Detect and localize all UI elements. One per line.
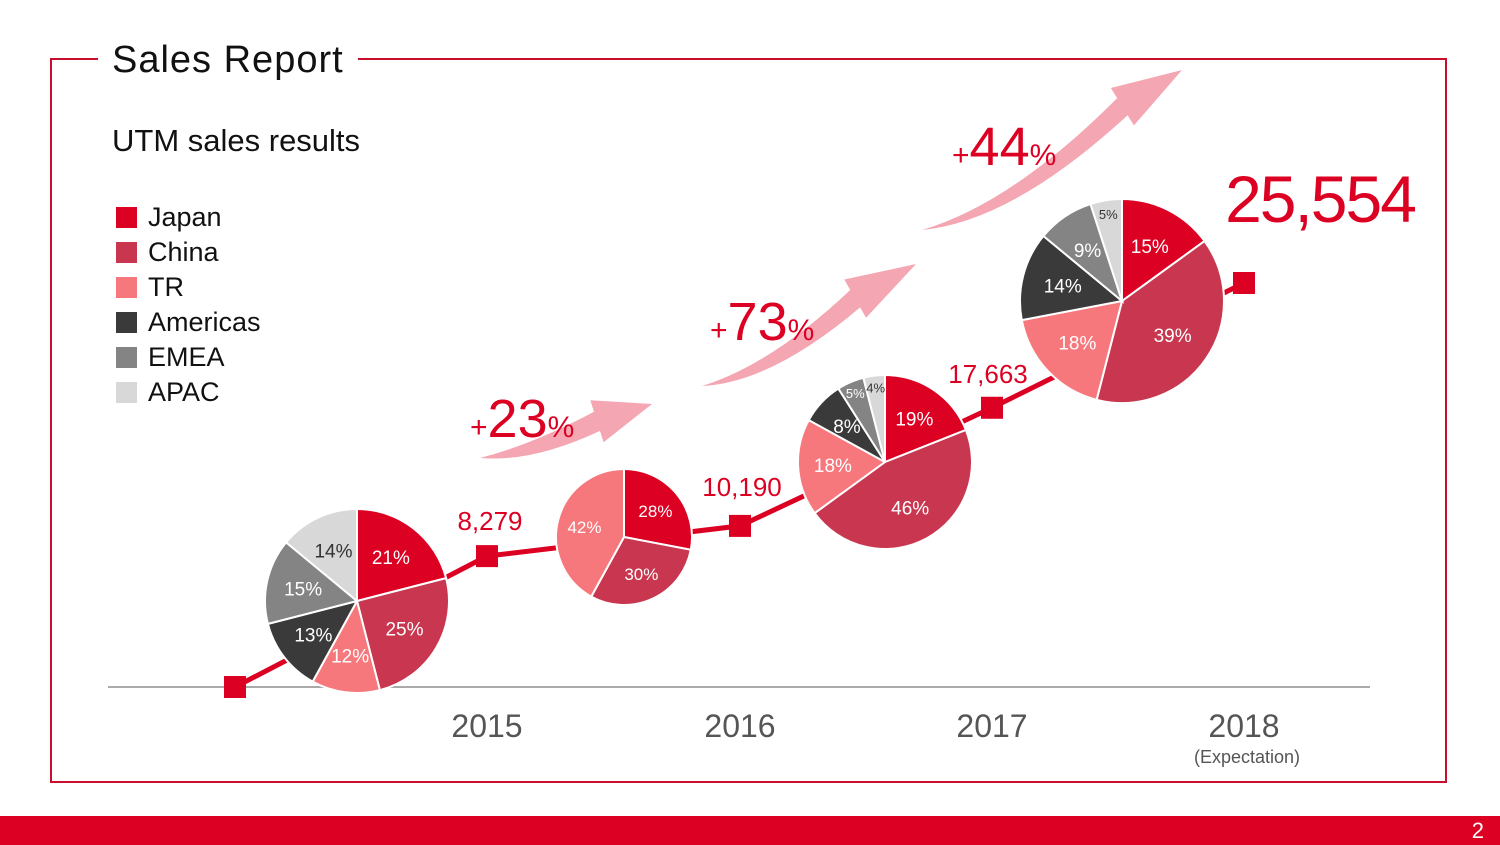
growth-label-3: +44% bbox=[952, 117, 1056, 177]
pie-1-slice-emea bbox=[264, 540, 360, 626]
pie-4-label-americas: 14% bbox=[1044, 276, 1082, 297]
x-tick-2016: 2016 bbox=[704, 708, 775, 744]
pie-1-label-tr: 12% bbox=[331, 646, 369, 667]
pie-4-slice-tr bbox=[1020, 299, 1124, 402]
pie-3-label-emea: 5% bbox=[846, 386, 865, 401]
growth-label-1: +23% bbox=[470, 389, 574, 449]
pie-2-slice-japan bbox=[623, 467, 693, 551]
x-tick-2017: 2017 bbox=[956, 708, 1027, 744]
pie-1-label-americas: 13% bbox=[294, 625, 332, 646]
growth-label-2: +73% bbox=[710, 292, 814, 352]
data-marker-start bbox=[224, 676, 246, 698]
legend-swatch-americas bbox=[116, 312, 137, 333]
pie-3-label-china: 46% bbox=[891, 498, 929, 519]
pie-1-slice-apac bbox=[284, 507, 358, 604]
pie-4-label-china: 39% bbox=[1154, 326, 1192, 347]
pie-3-label-japan: 19% bbox=[895, 409, 933, 430]
pie-4-label-japan: 15% bbox=[1131, 237, 1169, 258]
pie-3-slice-apac bbox=[862, 373, 886, 463]
pie-4-slice-japan bbox=[1121, 197, 1206, 303]
pie-2-label-tr: 42% bbox=[567, 518, 601, 537]
growth-arrow-2 bbox=[702, 264, 916, 386]
legend-label-americas: Americas bbox=[148, 307, 261, 337]
legend-item-japan: Japan bbox=[116, 200, 261, 235]
chart-title: UTM sales results bbox=[112, 123, 361, 158]
legend-item-apac: APAC bbox=[116, 375, 261, 410]
data-marker-2017 bbox=[981, 396, 1003, 419]
legend-swatch-china bbox=[116, 242, 137, 263]
legend-swatch-japan bbox=[116, 207, 137, 228]
pie-2-label-china: 30% bbox=[624, 565, 658, 584]
pie-2-slice-china bbox=[589, 535, 692, 606]
pie-3-label-apac: 4% bbox=[866, 380, 885, 395]
pie-4-slice-americas bbox=[1019, 234, 1125, 322]
data-marker-2016 bbox=[729, 514, 751, 537]
legend: Japan China TR Americas EMEA APAC bbox=[116, 200, 261, 410]
pie-3-slice-japan bbox=[884, 373, 968, 464]
pie-1-slice-china bbox=[355, 576, 450, 692]
page-number: 2 bbox=[1471, 818, 1484, 843]
pie-4-label-tr: 18% bbox=[1058, 334, 1096, 355]
growth-arrow-1 bbox=[480, 400, 652, 459]
value-label-2018: 25,554 bbox=[1225, 162, 1415, 236]
pie-1-label-japan: 21% bbox=[372, 548, 410, 569]
pie-1-label-china: 25% bbox=[385, 620, 423, 641]
footer-bar: 2 bbox=[0, 816, 1500, 845]
pie-3-slice-china bbox=[813, 428, 973, 550]
pie-4-label-emea: 9% bbox=[1074, 241, 1102, 262]
page-title: Sales Report bbox=[98, 38, 358, 82]
legend-swatch-tr bbox=[116, 277, 137, 298]
pie-4-slice-apac bbox=[1089, 197, 1123, 302]
growth-arrow-3 bbox=[922, 70, 1182, 230]
legend-label-china: China bbox=[148, 237, 219, 267]
pie-3-slice-tr bbox=[797, 418, 887, 515]
legend-item-americas: Americas bbox=[116, 305, 261, 340]
x-tick-2018: 2018 bbox=[1208, 708, 1279, 744]
legend-label-japan: Japan bbox=[148, 202, 222, 232]
pie-4-slice-china bbox=[1095, 239, 1225, 404]
pie-3-label-tr: 18% bbox=[814, 456, 852, 477]
pie-1-slice-japan bbox=[356, 507, 448, 603]
pie-2-label-japan: 28% bbox=[638, 502, 672, 521]
pie-2-slice-tr bbox=[555, 467, 625, 598]
legend-item-china: China bbox=[116, 235, 261, 270]
value-label-2016: 10,190 bbox=[702, 472, 782, 502]
pie-1-label-emea: 15% bbox=[284, 580, 322, 601]
legend-item-tr: TR bbox=[116, 270, 261, 305]
pie-4-label-apac: 5% bbox=[1099, 207, 1118, 222]
legend-swatch-emea bbox=[116, 347, 137, 368]
data-marker-2015 bbox=[476, 545, 498, 568]
legend-swatch-apac bbox=[116, 382, 137, 403]
data-marker-2018 bbox=[1233, 272, 1255, 294]
x-tick-2015: 2015 bbox=[451, 708, 522, 744]
legend-label-tr: TR bbox=[148, 272, 184, 302]
legend-label-apac: APAC bbox=[148, 377, 220, 407]
legend-item-emea: EMEA bbox=[116, 340, 261, 375]
pie-1-label-apac: 14% bbox=[314, 542, 352, 563]
legend-label-emea: EMEA bbox=[148, 342, 225, 372]
value-label-2015: 8,279 bbox=[457, 506, 522, 536]
pie-1-slice-americas bbox=[266, 599, 359, 683]
pie-3-label-americas: 8% bbox=[833, 417, 861, 438]
pie-1-slice-tr bbox=[311, 598, 382, 694]
report-frame bbox=[50, 58, 1447, 783]
x-tick-note-2018: (Expectation) bbox=[1194, 747, 1300, 767]
value-label-2017: 17,663 bbox=[948, 359, 1028, 389]
